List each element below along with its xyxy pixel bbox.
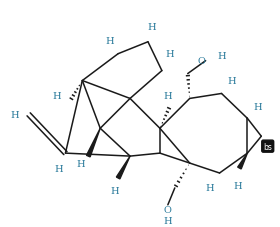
Polygon shape [116, 156, 130, 179]
Polygon shape [238, 153, 248, 169]
Text: H: H [10, 110, 19, 119]
Text: H: H [52, 91, 61, 101]
Text: H: H [148, 23, 156, 32]
Text: H: H [111, 187, 120, 195]
Text: H: H [233, 182, 242, 191]
Text: H: H [165, 50, 174, 59]
Text: H: H [54, 164, 63, 173]
Polygon shape [87, 129, 100, 157]
Text: H: H [205, 184, 214, 192]
Text: O: O [164, 205, 172, 214]
Text: H: H [218, 52, 226, 61]
Text: H: H [227, 77, 236, 86]
Text: O: O [198, 57, 206, 66]
Text: H: H [76, 159, 85, 168]
Text: H: H [106, 37, 115, 46]
Text: bs: bs [263, 142, 272, 151]
Text: H: H [164, 91, 172, 101]
Text: H: H [253, 102, 262, 111]
Text: H: H [164, 216, 172, 225]
